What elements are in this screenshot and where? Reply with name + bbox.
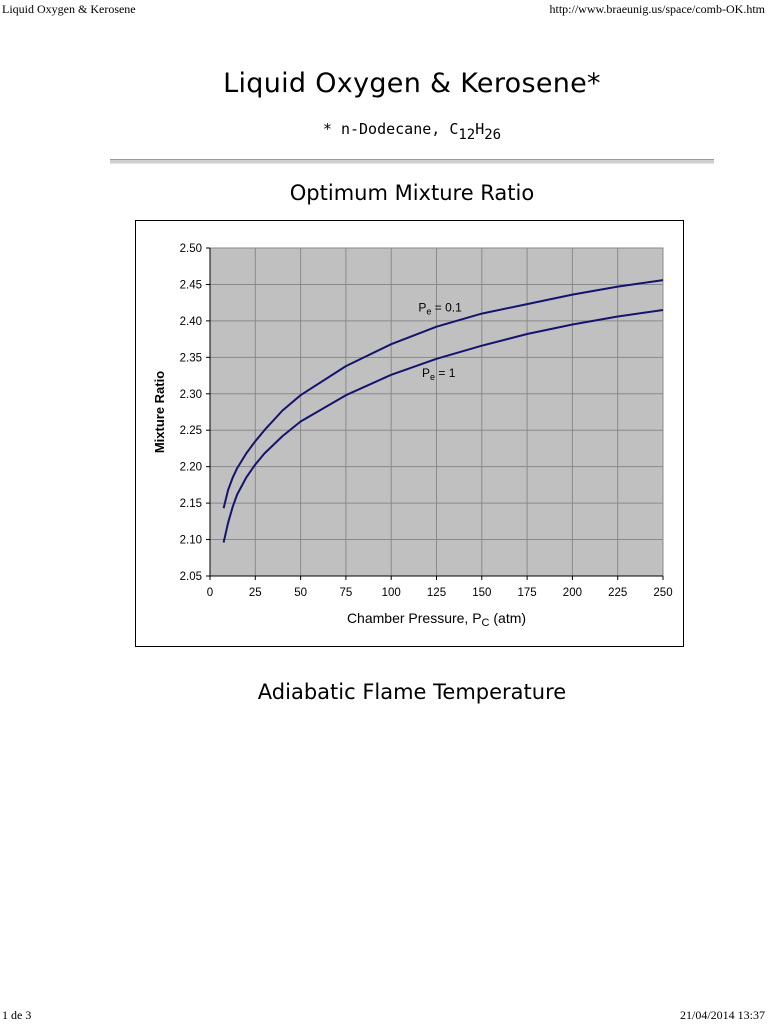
page-subtitle: * n-Dodecane, C12H26 bbox=[0, 120, 768, 143]
series-label-tail: = 0.1 bbox=[431, 300, 462, 314]
series-label-main: P bbox=[418, 300, 426, 314]
series-label-sub: e bbox=[430, 372, 435, 382]
series-label-main: P bbox=[422, 366, 430, 380]
y-tick-label: 2.50 bbox=[180, 243, 202, 255]
series-label-tail: = 1 bbox=[435, 366, 456, 380]
section-title-flame-temperature: Adiabatic Flame Temperature bbox=[257, 680, 567, 704]
x-tick-label: 225 bbox=[608, 587, 627, 599]
x-axis-label: Chamber Pressure, PC (atm) bbox=[347, 610, 526, 629]
x-tick-label: 25 bbox=[249, 587, 262, 599]
subtitle-sub-carbon: 12 bbox=[458, 127, 476, 143]
y-tick-label: 2.35 bbox=[180, 352, 202, 364]
x-tick-label: 250 bbox=[653, 587, 672, 599]
y-tick-label: 2.05 bbox=[180, 571, 202, 583]
x-axis-label-sub: C bbox=[482, 617, 490, 629]
x-axis-label-main: Chamber Pressure, P bbox=[347, 610, 482, 626]
y-tick-label: 2.30 bbox=[180, 389, 202, 401]
y-tick-label: 2.45 bbox=[180, 279, 202, 291]
x-tick-label: 75 bbox=[340, 587, 353, 599]
x-tick-label: 100 bbox=[382, 587, 401, 599]
x-axis-label-unit: (atm) bbox=[490, 610, 527, 626]
page-counter: 1 de 3 bbox=[2, 1008, 32, 1022]
gridlines bbox=[206, 247, 664, 580]
subtitle-sub-hydrogen: 26 bbox=[484, 127, 502, 143]
y-tick-label: 2.15 bbox=[180, 498, 202, 510]
series-label-pe-0.1: Pe = 0.1 bbox=[418, 300, 462, 316]
x-tick-label: 150 bbox=[472, 587, 491, 599]
page-title: Liquid Oxygen & Kerosene* bbox=[223, 68, 601, 99]
mixture-ratio-chart: 0 25 50 75 100 125 150 175 200 225 250 2.05 2.10 2.15… bbox=[152, 243, 673, 629]
horizontal-rule bbox=[110, 159, 714, 164]
subtitle-hydrogen: H bbox=[475, 120, 485, 138]
y-axis-label: Mixture Ratio bbox=[152, 371, 167, 453]
browser-page-title: Liquid Oxygen & Kerosene bbox=[2, 2, 136, 16]
subtitle-prefix: * n-Dodecane, C bbox=[322, 120, 459, 138]
x-tick-label: 175 bbox=[518, 587, 537, 599]
y-tick-label: 2.40 bbox=[180, 316, 202, 328]
series-lines bbox=[222, 279, 664, 543]
series-line-0 bbox=[222, 279, 664, 509]
x-tick-label: 50 bbox=[294, 587, 307, 599]
print-datetime: 21/04/2014 13:37 bbox=[679, 1008, 765, 1022]
chart-frame: 0 25 50 75 100 125 150 175 200 225 250 2.05 2.10 2.15… bbox=[135, 220, 684, 647]
y-tick-label: 2.25 bbox=[180, 425, 202, 437]
x-tick-label: 200 bbox=[563, 587, 582, 599]
section-title-mixture-ratio: Optimum Mixture Ratio bbox=[289, 181, 535, 205]
series-label-sub: e bbox=[426, 306, 431, 316]
browser-url: http://www.braeunig.us/space/comb-OK.htm bbox=[549, 2, 765, 16]
series-label-pe-1: Pe = 1 bbox=[422, 366, 456, 382]
series-line-1 bbox=[222, 309, 664, 543]
y-tick-label: 2.10 bbox=[180, 535, 202, 547]
y-tick-label: 2.20 bbox=[180, 462, 202, 474]
tick-labels: 0 25 50 75 100 125 150 175 200 225 250 2.05 2.10 2.15… bbox=[180, 243, 673, 599]
x-tick-label: 125 bbox=[427, 587, 446, 599]
x-tick-label: 0 bbox=[207, 587, 213, 599]
